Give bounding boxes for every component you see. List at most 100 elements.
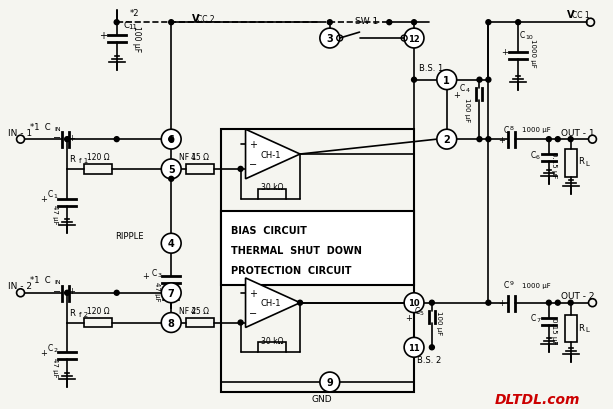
Text: SW 1: SW 1 — [354, 17, 378, 26]
Polygon shape — [246, 278, 300, 328]
Text: OUT - 2: OUT - 2 — [561, 292, 595, 301]
Text: B.S. 2: B.S. 2 — [417, 355, 441, 364]
Text: 47 μF: 47 μF — [52, 204, 58, 224]
Text: 9: 9 — [509, 281, 513, 285]
Text: C: C — [48, 190, 53, 199]
Text: NF 2: NF 2 — [180, 306, 197, 315]
Circle shape — [411, 78, 416, 83]
Text: 7: 7 — [536, 317, 540, 322]
Text: 12: 12 — [408, 34, 420, 43]
Text: 100 μF: 100 μF — [463, 98, 470, 122]
Circle shape — [546, 137, 551, 142]
Circle shape — [568, 137, 573, 142]
Text: C: C — [48, 343, 53, 352]
Text: +: + — [40, 348, 47, 357]
Bar — [221, 130, 414, 392]
Text: V: V — [192, 14, 200, 24]
Text: BIAS  CIRCUIT: BIAS CIRCUIT — [230, 226, 306, 236]
Text: CC 2: CC 2 — [197, 15, 215, 24]
Text: C: C — [530, 150, 536, 159]
Text: IN - 1: IN - 1 — [7, 128, 32, 137]
Circle shape — [169, 137, 173, 142]
Text: 100 μF: 100 μF — [132, 26, 140, 52]
Circle shape — [320, 372, 340, 392]
Circle shape — [437, 71, 457, 90]
Text: f 1: f 1 — [79, 157, 88, 164]
Circle shape — [486, 78, 491, 83]
Text: 8: 8 — [168, 318, 175, 328]
Circle shape — [477, 137, 482, 142]
Text: RIPPLE: RIPPLE — [115, 231, 144, 240]
Circle shape — [114, 137, 119, 142]
Bar — [84, 318, 112, 328]
Text: −: − — [53, 286, 61, 296]
Text: 0.15 μF: 0.15 μF — [551, 317, 557, 344]
Text: +: + — [249, 288, 257, 298]
Text: L: L — [585, 327, 589, 333]
Text: 1000 μF: 1000 μF — [522, 282, 551, 288]
Text: 4: 4 — [168, 238, 175, 249]
Text: 5: 5 — [420, 310, 424, 315]
Text: +: + — [69, 133, 75, 142]
Text: V: V — [567, 10, 574, 20]
Text: *1  C: *1 C — [31, 276, 51, 285]
Circle shape — [320, 29, 340, 49]
Circle shape — [429, 345, 435, 350]
Text: C: C — [414, 306, 420, 315]
Bar — [186, 164, 214, 174]
Text: 8: 8 — [509, 126, 513, 130]
Text: DLTDL.com: DLTDL.com — [495, 392, 581, 406]
Text: CC 1: CC 1 — [572, 11, 589, 20]
Text: IN: IN — [54, 126, 61, 131]
Text: +: + — [453, 91, 460, 100]
Text: C: C — [152, 269, 157, 278]
Circle shape — [486, 21, 491, 26]
Text: 47 μF: 47 μF — [154, 281, 161, 301]
Text: PROTECTION  CIRCUIT: PROTECTION CIRCUIT — [230, 265, 351, 275]
Text: GND: GND — [311, 394, 332, 403]
Text: L: L — [585, 161, 589, 166]
Text: *2: *2 — [129, 9, 139, 18]
Text: 7: 7 — [168, 288, 175, 298]
Bar — [259, 342, 286, 353]
Circle shape — [404, 337, 424, 357]
Text: 30 kΩ: 30 kΩ — [261, 336, 284, 345]
Text: R: R — [579, 157, 584, 166]
Circle shape — [327, 21, 332, 26]
Text: THERMAL  SHUT  DOWN: THERMAL SHUT DOWN — [230, 245, 362, 256]
Text: 2: 2 — [443, 135, 450, 145]
Text: 1000 μF: 1000 μF — [522, 127, 551, 133]
Circle shape — [387, 21, 392, 26]
Text: 6: 6 — [536, 154, 540, 159]
Text: +: + — [143, 272, 150, 281]
Bar — [565, 150, 577, 178]
Circle shape — [114, 21, 119, 26]
Text: −: − — [53, 133, 61, 143]
Text: C: C — [520, 31, 525, 40]
Text: IN: IN — [54, 280, 61, 285]
Text: IN - 2: IN - 2 — [7, 282, 32, 291]
Circle shape — [555, 137, 560, 142]
Circle shape — [486, 301, 491, 306]
Text: 2: 2 — [53, 347, 57, 352]
Text: 45 Ω: 45 Ω — [191, 306, 209, 315]
Text: 3: 3 — [326, 34, 333, 44]
Circle shape — [404, 293, 424, 313]
Text: C: C — [530, 313, 536, 322]
Circle shape — [64, 291, 70, 296]
Text: 3: 3 — [158, 273, 161, 278]
Circle shape — [486, 137, 491, 142]
Circle shape — [161, 160, 181, 180]
Text: C: C — [504, 281, 509, 290]
Text: 9: 9 — [326, 377, 333, 387]
Text: f 2: f 2 — [79, 311, 88, 317]
Text: B.S. 1: B.S. 1 — [419, 64, 443, 73]
Circle shape — [161, 283, 181, 303]
Circle shape — [114, 291, 119, 296]
Circle shape — [161, 234, 181, 254]
Text: −: − — [249, 308, 257, 318]
Text: 0.15 μF: 0.15 μF — [551, 151, 557, 178]
Bar — [221, 211, 414, 285]
Bar — [565, 315, 577, 342]
Text: 45 Ω: 45 Ω — [191, 153, 209, 162]
